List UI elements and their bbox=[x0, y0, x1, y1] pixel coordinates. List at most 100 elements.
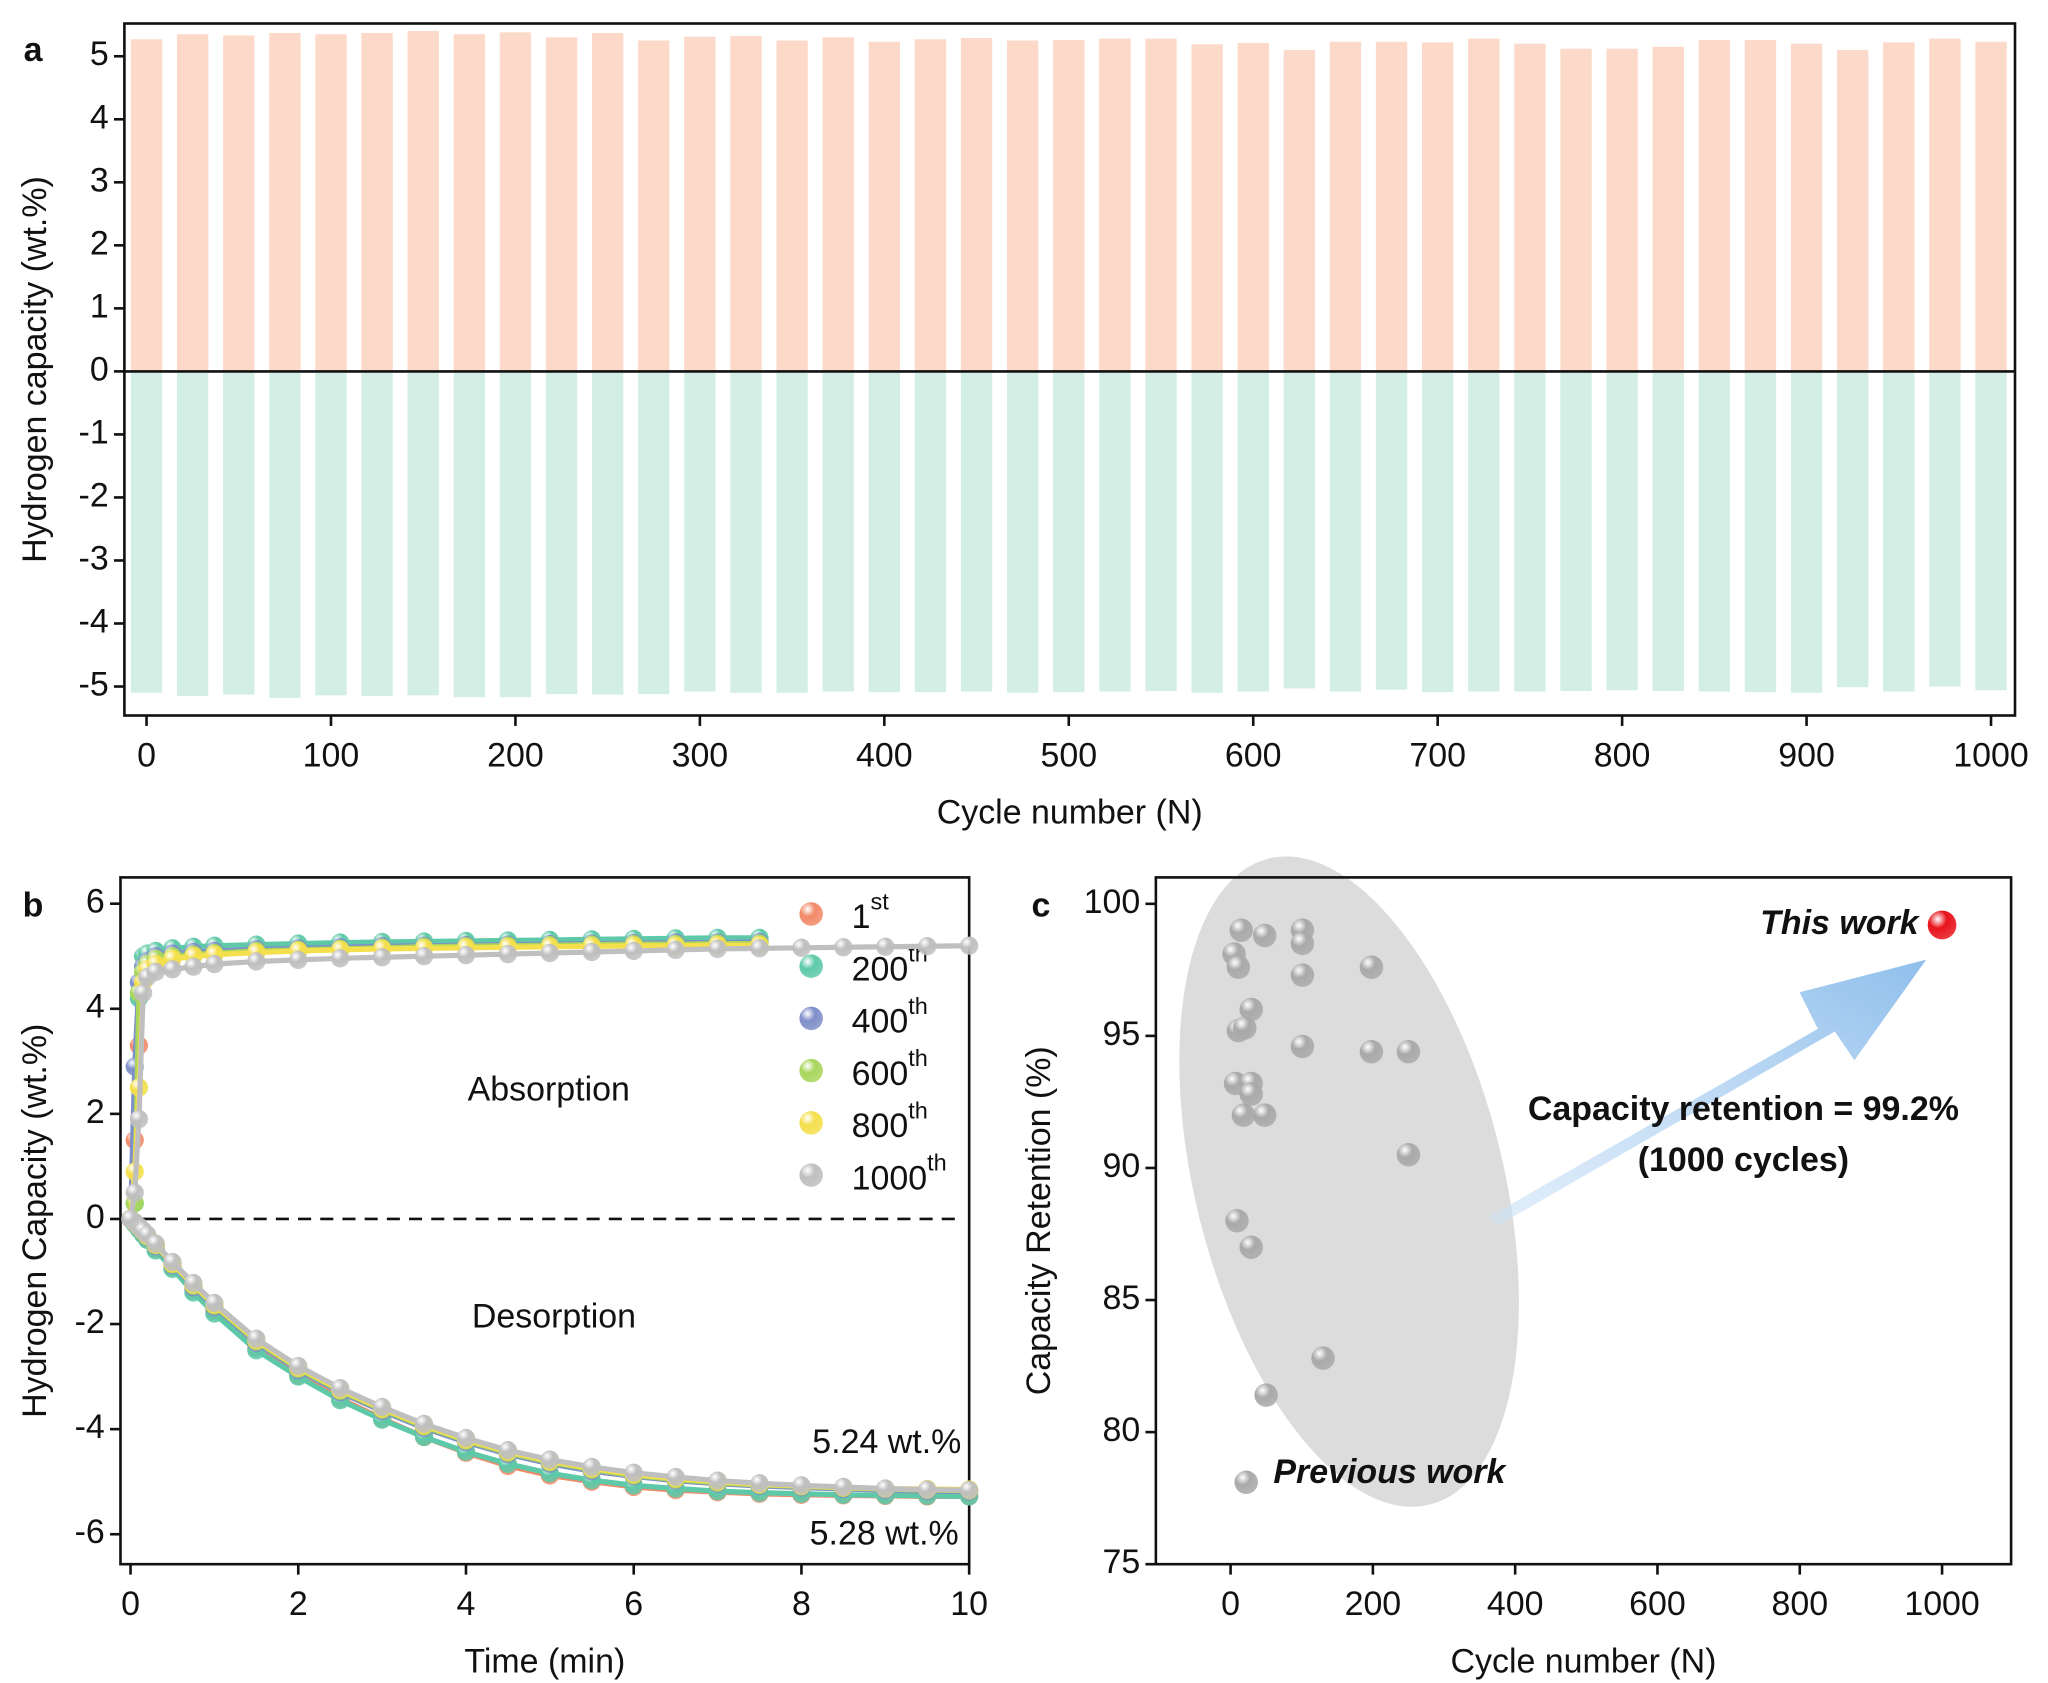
bar bbox=[1514, 371, 1546, 692]
bar bbox=[776, 371, 808, 693]
y-tick-label: 80 bbox=[1102, 1411, 1140, 1449]
absorption-point bbox=[960, 936, 979, 955]
bar bbox=[776, 40, 808, 372]
bar bbox=[499, 32, 532, 372]
absorption-curve bbox=[128, 935, 760, 1220]
absorption-curve bbox=[127, 942, 760, 1220]
y-tick-label: 100 bbox=[1084, 883, 1141, 921]
scatter-point bbox=[1290, 1034, 1315, 1059]
bar bbox=[591, 371, 624, 695]
y-tick-label: -5 bbox=[79, 665, 109, 703]
absorption-point bbox=[498, 944, 518, 964]
bar bbox=[1837, 371, 1869, 688]
desorption-point bbox=[331, 1379, 350, 1398]
bar bbox=[591, 32, 624, 372]
y-tick-label: -1 bbox=[79, 413, 109, 451]
bar bbox=[730, 371, 762, 693]
bar bbox=[914, 371, 947, 693]
y-tick-label: -4 bbox=[75, 1408, 105, 1446]
desorption-point bbox=[834, 1477, 853, 1497]
x-tick-label: 200 bbox=[487, 736, 544, 774]
absorption-point bbox=[247, 952, 266, 971]
x-axis-title: Time (min) bbox=[464, 1642, 625, 1680]
y-axis-title: Capacity Retention (%) bbox=[1020, 1046, 1058, 1395]
scatter-point bbox=[1233, 1016, 1257, 1040]
legend-label: 1st bbox=[852, 889, 890, 936]
bar bbox=[545, 371, 578, 695]
absorption-point bbox=[184, 957, 203, 976]
absorption-point bbox=[624, 941, 643, 961]
x-tick-label: 800 bbox=[1594, 736, 1651, 774]
bar bbox=[269, 32, 301, 372]
scatter-point bbox=[1927, 910, 1957, 940]
absorption-point bbox=[372, 948, 392, 967]
bar bbox=[1883, 42, 1915, 372]
bar bbox=[1191, 371, 1223, 693]
bar bbox=[684, 36, 716, 372]
y-tick-label: 4 bbox=[86, 988, 105, 1026]
bar bbox=[1883, 371, 1915, 692]
bar bbox=[1698, 39, 1731, 372]
bar bbox=[1652, 46, 1684, 372]
desorption-point bbox=[289, 1356, 308, 1376]
absorption-point bbox=[876, 937, 895, 956]
series-label: Previous work bbox=[1273, 1453, 1507, 1491]
y-tick-label: -6 bbox=[75, 1513, 105, 1551]
bar bbox=[1237, 43, 1269, 372]
bar bbox=[1145, 371, 1177, 691]
desorption-point bbox=[146, 1234, 165, 1253]
absorption-point bbox=[414, 947, 434, 966]
bar bbox=[130, 371, 163, 693]
bar bbox=[1006, 371, 1039, 693]
panel-label: c bbox=[1032, 886, 1051, 924]
x-tick-label: 0 bbox=[137, 736, 156, 774]
desorption-point bbox=[540, 1450, 559, 1469]
legend-marker bbox=[799, 1058, 823, 1083]
plot-frame bbox=[119, 876, 971, 1566]
absorption-point bbox=[331, 949, 350, 968]
desorption-point bbox=[918, 1480, 937, 1499]
legend-label: 800th bbox=[852, 1098, 928, 1145]
y-tick-label: 3 bbox=[90, 161, 109, 199]
absorption-point bbox=[205, 954, 224, 974]
y-tick-label: 6 bbox=[86, 883, 105, 921]
bar bbox=[822, 37, 854, 372]
scatter-point bbox=[1239, 1235, 1263, 1259]
x-tick-label: 0 bbox=[1221, 1585, 1240, 1623]
bar bbox=[1744, 39, 1777, 372]
x-tick-label: 600 bbox=[1225, 736, 1282, 774]
y-tick-label: 0 bbox=[86, 1198, 105, 1236]
absorption-point bbox=[834, 938, 853, 957]
x-tick-label: 200 bbox=[1345, 1585, 1402, 1623]
y-tick-label: 85 bbox=[1102, 1279, 1140, 1317]
desorption-point bbox=[414, 1414, 434, 1434]
desorption-point bbox=[666, 1467, 685, 1487]
bar bbox=[868, 41, 901, 372]
bar bbox=[130, 39, 163, 372]
bar bbox=[730, 36, 762, 372]
bar bbox=[1468, 38, 1500, 372]
bar bbox=[1790, 43, 1823, 372]
desorption-point bbox=[708, 1471, 727, 1490]
x-tick-label: 100 bbox=[303, 736, 360, 774]
absorption-curve bbox=[128, 941, 760, 1220]
bar bbox=[960, 37, 993, 372]
absorption-point bbox=[146, 962, 165, 982]
scatter-point bbox=[1359, 955, 1384, 979]
x-tick-label: 900 bbox=[1778, 736, 1835, 774]
x-tick-label: 600 bbox=[1629, 1585, 1686, 1623]
desorption-point bbox=[624, 1463, 643, 1482]
scatter-point bbox=[1311, 1346, 1335, 1370]
legend-marker bbox=[799, 954, 823, 978]
bar bbox=[960, 371, 993, 692]
x-tick-label: 0 bbox=[121, 1585, 140, 1623]
legend-label: 1000th bbox=[852, 1150, 947, 1197]
bar bbox=[1652, 371, 1684, 691]
bar bbox=[223, 371, 255, 695]
absorption-curve bbox=[127, 939, 760, 1220]
y-tick-label: 0 bbox=[90, 350, 109, 388]
bar bbox=[223, 35, 255, 372]
desorption-point bbox=[205, 1293, 224, 1313]
scatter-point bbox=[1396, 1143, 1421, 1167]
series-label: This work bbox=[1760, 904, 1921, 942]
